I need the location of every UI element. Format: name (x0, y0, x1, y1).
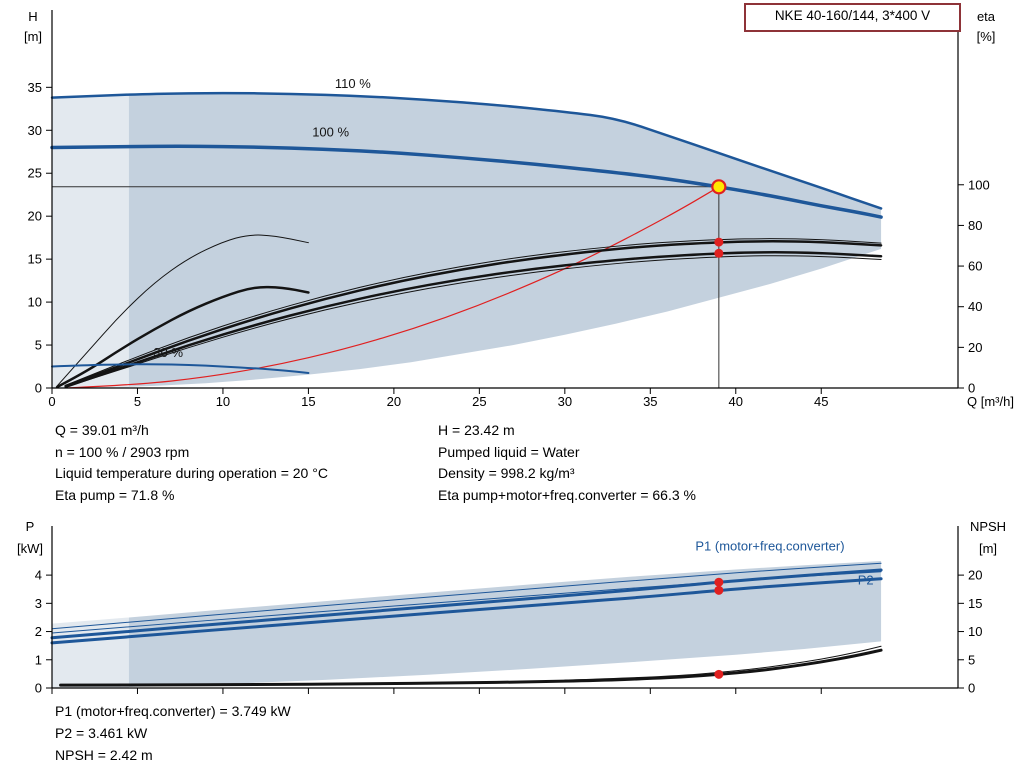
y-left-tick-label: 0 (35, 381, 42, 396)
y-right-tick-label: 5 (968, 652, 975, 667)
x-tick-label: 10 (216, 394, 230, 409)
operating-envelope-light (52, 94, 129, 388)
y-left-tick-label: 3 (35, 596, 42, 611)
info-flow: Q = 39.01 m³/h (55, 422, 149, 438)
y-left-axis-unit: [m] (24, 29, 42, 44)
x-tick-label: 5 (134, 394, 141, 409)
x-axis-unit-label: Q [m³/h] (967, 394, 1014, 409)
y-left-tick-label: 2 (35, 624, 42, 639)
y-left-tick-label: 30 (28, 123, 42, 138)
result-npsh: NPSH = 2.42 m (55, 747, 153, 763)
pump-model-box: NKE 40-160/144, 3*400 V (744, 3, 961, 32)
curve-label: P1 (motor+freq.converter) (695, 539, 844, 554)
y-right-axis-unit: [%] (977, 29, 996, 44)
curve-label: 30 % (153, 345, 183, 360)
npsh-point (714, 669, 724, 679)
y-left-tick-label: 15 (28, 252, 42, 267)
eta-pump-point (714, 237, 724, 247)
x-tick-label: 40 (729, 394, 743, 409)
y-left-axis-label: H (28, 9, 37, 24)
operating-envelope (128, 93, 882, 387)
y-right-tick-label: 80 (968, 218, 982, 233)
y-right-tick-label: 40 (968, 299, 982, 314)
x-tick-label: 45 (814, 394, 828, 409)
x-tick-label: 35 (643, 394, 657, 409)
series-npsh (59, 648, 883, 687)
result-p1: P1 (motor+freq.converter) = 3.749 kW (55, 703, 291, 719)
y-right-tick-label: 20 (968, 568, 982, 583)
hq-eta-chart: 0 5 10 15 20 25 30 35 0 20 40 60 80 100 0 5 10 15 20 25 30 35… (24, 9, 1014, 409)
p1-point (714, 577, 724, 587)
series-speed-100 (50, 144, 883, 219)
info-eta-total: Eta pump+motor+freq.converter = 66.3 % (438, 486, 696, 503)
p2-point (714, 585, 724, 595)
y-left-tick-label: 1 (35, 652, 42, 667)
y-right-tick-label: 100 (968, 177, 990, 192)
result-info-column: P1 (motor+freq.converter) = 3.749 kW P2 … (55, 700, 291, 766)
y-right-axis-label: NPSH (970, 519, 1006, 534)
info-head: H = 23.42 m (438, 422, 515, 438)
curve-label: 100 % (312, 124, 349, 139)
y-right-tick-label: 20 (968, 340, 982, 355)
y-left-tick-label: 5 (35, 338, 42, 353)
y-right-tick-label: 15 (968, 596, 982, 611)
y-left-tick-label: 4 (35, 568, 42, 583)
series-affinity-parabola (68, 186, 720, 389)
y-right-tick-label: 60 (968, 259, 982, 274)
y-left-tick-label: 10 (28, 295, 42, 310)
y-left-tick-label: 20 (28, 209, 42, 224)
series-eta-total-thin (65, 255, 882, 388)
y-right-tick-label: 0 (968, 681, 975, 696)
series-eta-total (64, 251, 883, 389)
x-tick-label: 15 (301, 394, 315, 409)
curve-label: 110 % (335, 76, 371, 91)
duty-point (711, 179, 727, 195)
x-tick-label: 25 (472, 394, 486, 409)
result-p2: P2 = 3.461 kW (55, 725, 148, 741)
y-left-axis-label: P (26, 519, 35, 534)
y-left-tick-label: 0 (35, 681, 42, 696)
y-right-tick-label: 0 (968, 381, 975, 396)
info-density: Density = 998.2 kg/m³ (438, 465, 575, 481)
y-right-tick-label: 10 (968, 624, 982, 639)
curve-label: P2 (858, 572, 874, 587)
info-eta-pump: Eta pump = 71.8 % (55, 486, 175, 503)
series-speed-110 (50, 91, 883, 210)
duty-info-left-column: Q = 39.01 m³/h n = 100 % / 2903 rpm Liqu… (55, 420, 328, 506)
series-npsh-thin (564, 645, 882, 681)
series-p1 (50, 568, 883, 640)
series-eta-pump (64, 240, 883, 388)
series-eta-pump-thin (65, 238, 882, 386)
series-p1-max-thin (51, 562, 882, 630)
x-tick-label: 20 (387, 394, 401, 409)
info-speed: n = 100 % / 2903 rpm (55, 443, 190, 460)
power-npsh-chart: 0 1 2 3 4 0 5 10 15 20 P [kW] NPSH [m] P1 (motor+freq.… (17, 519, 1006, 696)
series-eta-small-thick (55, 285, 310, 389)
x-tick-label: 0 (48, 394, 55, 409)
info-pumped-liquid: Pumped liquid = Water (438, 443, 580, 460)
x-tick-label: 30 (558, 394, 572, 409)
y-left-tick-label: 25 (28, 166, 42, 181)
eta-total-point (714, 248, 724, 258)
info-liquid-temperature: Liquid temperature during operation = 20… (55, 465, 328, 481)
y-left-tick-label: 35 (28, 80, 42, 95)
y-right-axis-label: eta (977, 9, 996, 24)
series-eta-small-thin (56, 234, 309, 387)
duty-info-right-column: H = 23.42 m Pumped liquid = Water Densit… (438, 420, 696, 506)
series-speed-30 (51, 363, 310, 374)
series-p2 (50, 577, 883, 645)
y-right-axis-unit: [m] (979, 541, 997, 556)
y-left-axis-unit: [kW] (17, 541, 43, 556)
